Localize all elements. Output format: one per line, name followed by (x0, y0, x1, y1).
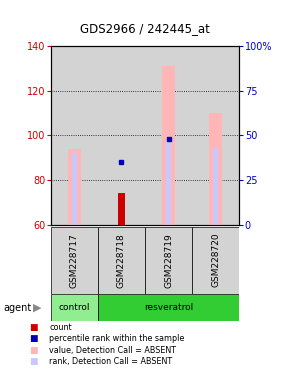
Bar (98, 46, 145, 225)
Bar (192, 227, 239, 294)
Bar (145, 46, 192, 225)
Text: GSM228719: GSM228719 (164, 233, 173, 288)
Bar (51, 294, 98, 321)
Bar (213, 148, 218, 225)
Bar (145, 227, 192, 294)
Text: ■: ■ (29, 346, 37, 355)
Bar (209, 113, 222, 225)
Text: GSM228717: GSM228717 (70, 233, 79, 288)
Text: rank, Detection Call = ABSENT: rank, Detection Call = ABSENT (49, 357, 173, 366)
Text: ■: ■ (29, 334, 37, 343)
Text: value, Detection Call = ABSENT: value, Detection Call = ABSENT (49, 346, 176, 355)
Text: count: count (49, 323, 72, 332)
Bar (72, 153, 77, 225)
Bar (68, 149, 81, 225)
Bar (192, 46, 239, 225)
Bar (98, 227, 145, 294)
Bar (51, 227, 98, 294)
Bar (98, 294, 239, 321)
Text: GSM228718: GSM228718 (117, 233, 126, 288)
Text: GSM228720: GSM228720 (211, 233, 220, 288)
Text: resveratrol: resveratrol (144, 303, 193, 312)
Bar (166, 139, 171, 225)
Text: GDS2966 / 242445_at: GDS2966 / 242445_at (80, 22, 210, 35)
Text: ▶: ▶ (33, 303, 42, 313)
Text: percentile rank within the sample: percentile rank within the sample (49, 334, 185, 343)
Bar (162, 66, 175, 225)
Bar (51, 46, 98, 225)
Bar (118, 194, 124, 225)
Text: control: control (59, 303, 90, 312)
Text: ■: ■ (29, 323, 37, 332)
Text: ■: ■ (29, 357, 37, 366)
Text: agent: agent (3, 303, 31, 313)
